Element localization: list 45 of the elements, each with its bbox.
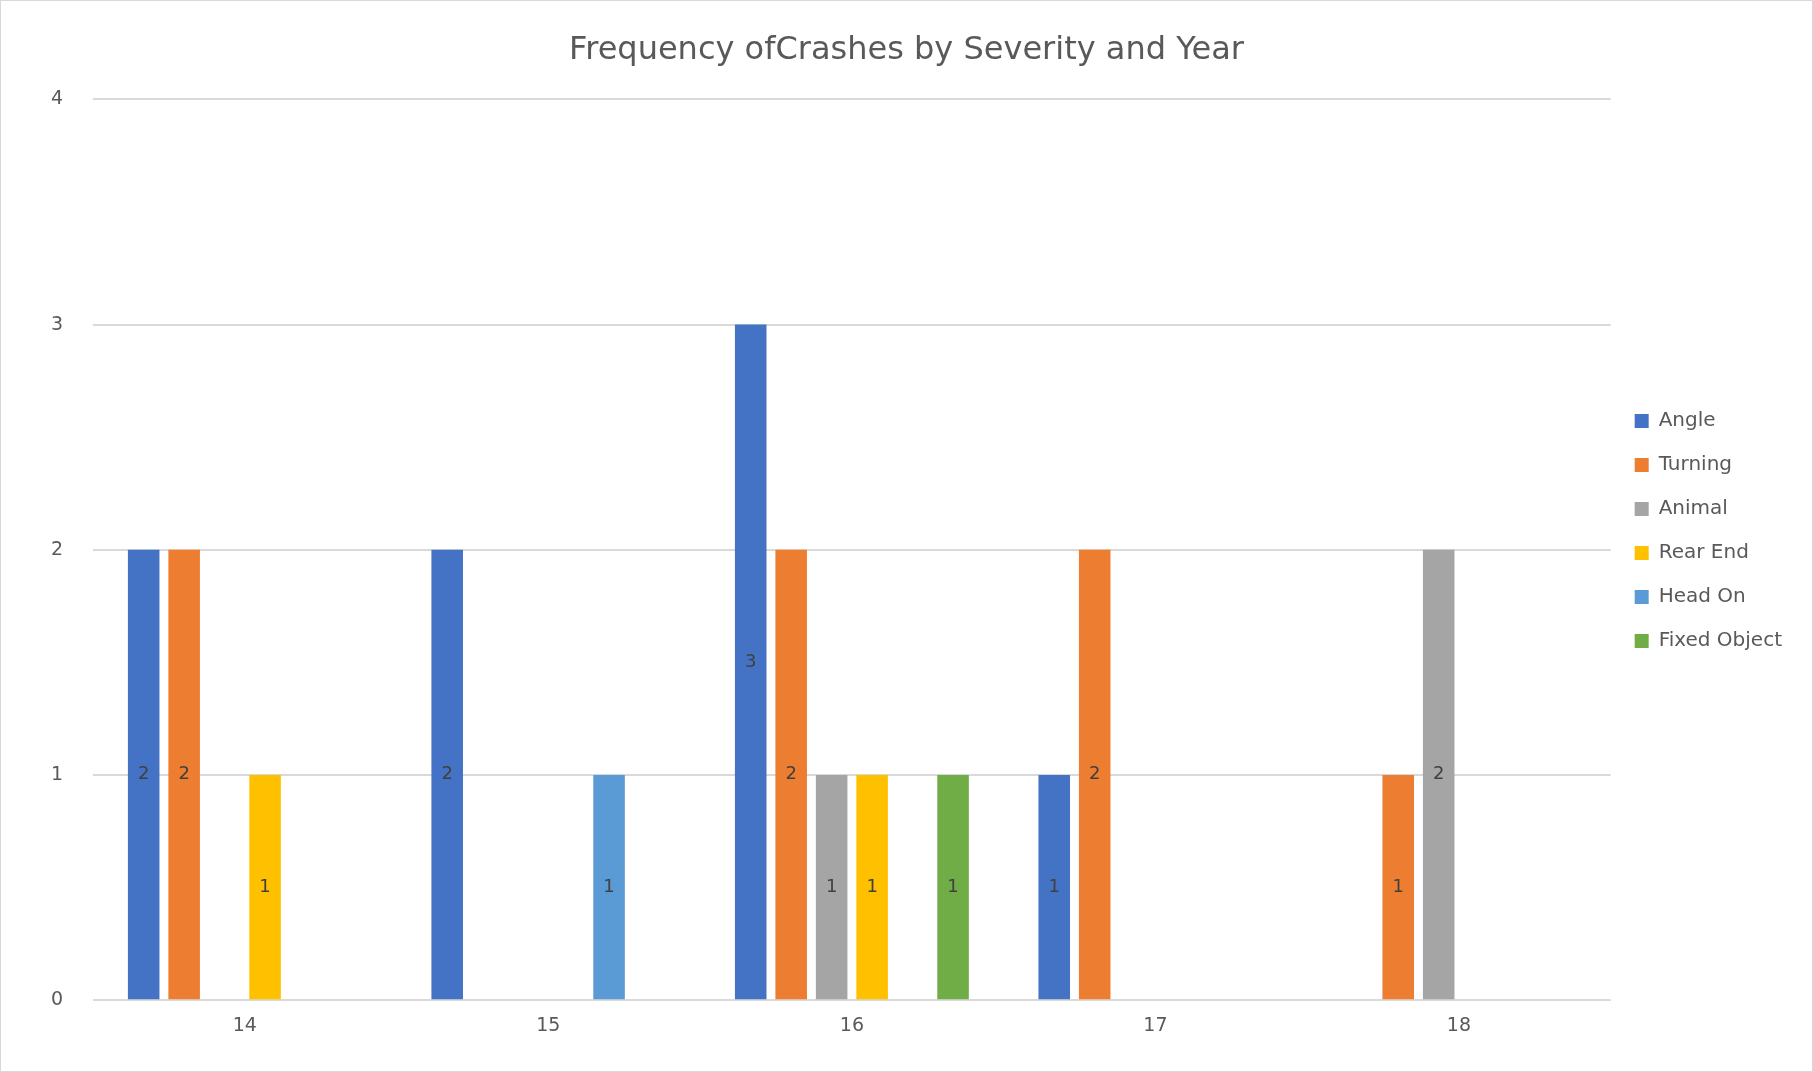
x-tick-label: 15 bbox=[536, 1012, 561, 1035]
x-tick-label: 16 bbox=[839, 1012, 864, 1035]
data-label: 2 bbox=[441, 762, 453, 784]
data-label: 3 bbox=[744, 649, 757, 671]
y-tick-label: 0 bbox=[50, 987, 64, 1010]
y-tick-label: 2 bbox=[50, 536, 64, 559]
data-label: 1 bbox=[1048, 874, 1060, 896]
data-label: 1 bbox=[947, 874, 959, 896]
bar bbox=[775, 549, 807, 1000]
data-label: 1 bbox=[825, 874, 838, 896]
bar bbox=[168, 549, 200, 1000]
data-label: 2 bbox=[178, 762, 190, 784]
bar bbox=[856, 775, 888, 1000]
data-label: 1 bbox=[603, 874, 615, 896]
bar bbox=[127, 549, 160, 1000]
bar bbox=[1038, 775, 1071, 1000]
legend-label: Turning bbox=[1657, 451, 1733, 476]
x-tick-label: 18 bbox=[1446, 1012, 1472, 1035]
bar bbox=[431, 549, 463, 1000]
bar bbox=[249, 775, 281, 1000]
bar bbox=[1382, 775, 1414, 1000]
legend-label: Angle bbox=[1658, 407, 1716, 432]
data-label: 2 bbox=[1088, 762, 1101, 784]
y-tick-label: 1 bbox=[50, 761, 64, 784]
data-label: 2 bbox=[137, 762, 150, 784]
legend-label: Head On bbox=[1658, 583, 1746, 608]
data-label: 1 bbox=[1392, 874, 1404, 896]
data-label: 1 bbox=[259, 874, 271, 896]
bar bbox=[1422, 549, 1455, 1000]
bar bbox=[1078, 549, 1111, 1000]
bar bbox=[734, 324, 767, 1000]
bar bbox=[937, 775, 969, 1000]
legend-label: Animal bbox=[1658, 495, 1728, 520]
data-label: 2 bbox=[785, 762, 797, 784]
x-tick-label: 14 bbox=[232, 1012, 257, 1035]
legend-label: Rear End bbox=[1658, 539, 1749, 564]
bar bbox=[593, 775, 625, 1000]
y-tick-label: 3 bbox=[50, 311, 64, 334]
chart-title: Frequency ofCrashes by Severity and Year bbox=[569, 28, 1245, 67]
bar bbox=[815, 775, 848, 1000]
y-tick-label: 4 bbox=[50, 86, 64, 109]
data-label: 2 bbox=[1432, 762, 1445, 784]
x-tick-label: 17 bbox=[1143, 1012, 1168, 1035]
data-label: 1 bbox=[866, 874, 878, 896]
legend-label: Fixed Object bbox=[1658, 627, 1783, 652]
